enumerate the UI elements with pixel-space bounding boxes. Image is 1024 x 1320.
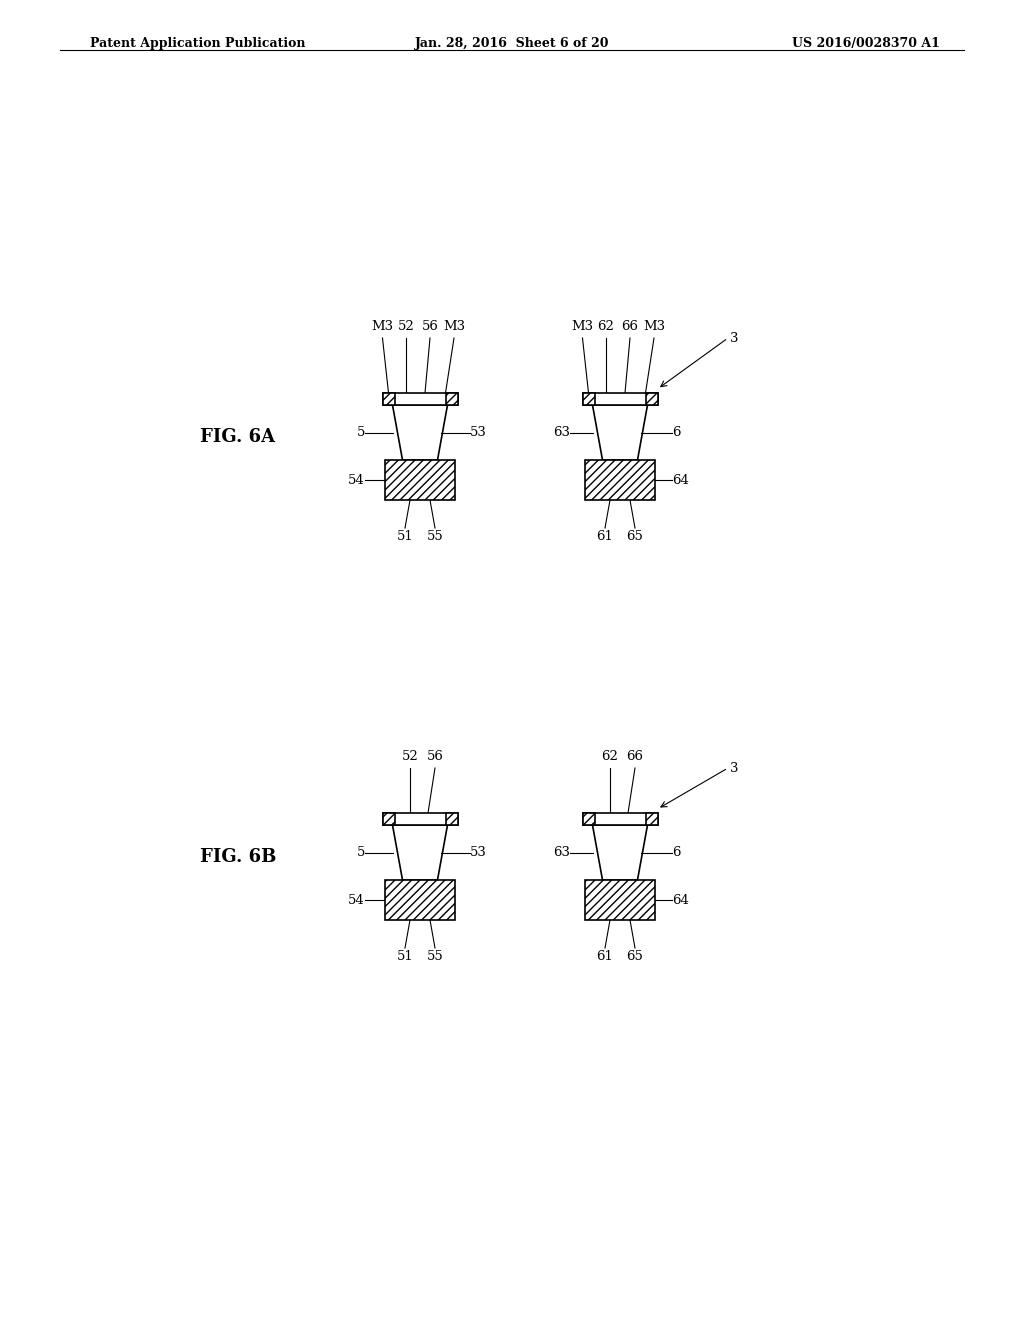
Bar: [585, 459, 655, 500]
Bar: [385, 880, 455, 920]
Bar: [383, 813, 394, 825]
Text: 51: 51: [396, 950, 414, 964]
Text: 61: 61: [597, 531, 613, 543]
Text: M3: M3: [372, 319, 393, 333]
Bar: [583, 393, 595, 405]
Text: 51: 51: [396, 531, 414, 543]
Text: US 2016/0028370 A1: US 2016/0028370 A1: [793, 37, 940, 50]
Text: Patent Application Publication: Patent Application Publication: [90, 37, 305, 50]
Text: M3: M3: [643, 319, 665, 333]
Bar: [645, 393, 657, 405]
Text: 53: 53: [470, 426, 486, 440]
Text: 63: 63: [553, 846, 570, 859]
Polygon shape: [593, 825, 647, 880]
Text: 54: 54: [348, 894, 365, 907]
Bar: [645, 393, 657, 405]
Text: 54: 54: [348, 474, 365, 487]
Text: 62: 62: [601, 750, 618, 763]
Text: 3: 3: [730, 331, 738, 345]
Text: 53: 53: [470, 846, 486, 859]
Text: 65: 65: [627, 531, 643, 543]
Text: 5: 5: [356, 846, 365, 859]
Bar: [385, 880, 455, 920]
Bar: [585, 880, 655, 920]
Bar: [383, 813, 458, 825]
Bar: [383, 393, 458, 405]
Bar: [383, 813, 394, 825]
Text: 62: 62: [598, 319, 614, 333]
Text: M3: M3: [443, 319, 465, 333]
Bar: [583, 393, 595, 405]
Text: 66: 66: [622, 319, 639, 333]
Text: 56: 56: [422, 319, 438, 333]
Bar: [645, 813, 657, 825]
Bar: [383, 393, 394, 405]
Text: 64: 64: [672, 474, 689, 487]
Text: 52: 52: [397, 319, 415, 333]
Bar: [583, 813, 595, 825]
Text: 55: 55: [427, 531, 443, 543]
Text: 3: 3: [730, 762, 738, 775]
Text: 6: 6: [672, 846, 681, 859]
Text: Jan. 28, 2016  Sheet 6 of 20: Jan. 28, 2016 Sheet 6 of 20: [415, 37, 609, 50]
Bar: [583, 813, 595, 825]
Polygon shape: [392, 825, 447, 880]
Bar: [445, 393, 458, 405]
Bar: [445, 813, 458, 825]
Text: 56: 56: [427, 750, 443, 763]
Text: 63: 63: [553, 426, 570, 440]
Text: 65: 65: [627, 950, 643, 964]
Bar: [583, 813, 657, 825]
Bar: [585, 459, 655, 500]
Bar: [585, 880, 655, 920]
Bar: [645, 813, 657, 825]
Text: 5: 5: [356, 426, 365, 440]
Text: 6: 6: [672, 426, 681, 440]
Bar: [445, 813, 458, 825]
Polygon shape: [593, 405, 647, 459]
Polygon shape: [392, 405, 447, 459]
Bar: [583, 393, 657, 405]
Text: 64: 64: [672, 894, 689, 907]
Text: 61: 61: [597, 950, 613, 964]
Bar: [445, 393, 458, 405]
Text: FIG. 6B: FIG. 6B: [200, 847, 276, 866]
Bar: [385, 459, 455, 500]
Text: 52: 52: [401, 750, 419, 763]
Text: FIG. 6A: FIG. 6A: [200, 428, 275, 446]
Bar: [385, 459, 455, 500]
Bar: [383, 393, 394, 405]
Text: M3: M3: [571, 319, 594, 333]
Text: 66: 66: [627, 750, 643, 763]
Text: 55: 55: [427, 950, 443, 964]
